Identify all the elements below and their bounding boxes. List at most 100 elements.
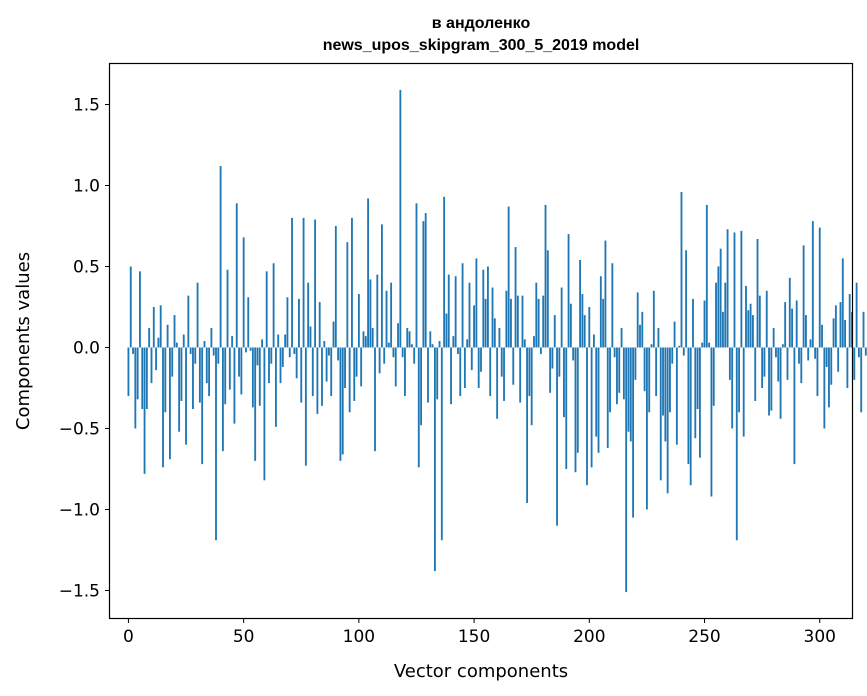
bar [830, 347, 833, 385]
bar [777, 347, 780, 382]
bar [505, 290, 508, 348]
bar [443, 196, 446, 348]
bar [784, 302, 787, 348]
bar [655, 347, 658, 397]
bar [613, 347, 616, 358]
bar [192, 347, 194, 410]
bar [332, 321, 335, 348]
bar [157, 337, 160, 348]
bar [839, 302, 842, 348]
bar [413, 347, 416, 364]
bar [539, 347, 542, 354]
bar [360, 347, 363, 387]
bar [666, 347, 669, 494]
bar [588, 306, 591, 348]
x-tick-label: 50 [233, 627, 255, 647]
bar [565, 347, 568, 469]
bar [712, 347, 715, 406]
bar [272, 263, 275, 348]
bar [618, 347, 621, 393]
bar [475, 258, 478, 348]
bar [387, 342, 390, 348]
bar [687, 347, 690, 465]
bar [542, 295, 545, 348]
bar [463, 347, 466, 388]
bar [468, 282, 471, 348]
bar [247, 297, 250, 348]
bar [834, 305, 837, 348]
bar [238, 347, 240, 377]
bar [717, 266, 720, 348]
bar [763, 347, 766, 377]
bar [533, 336, 535, 348]
bars-group [127, 89, 867, 593]
bar [132, 347, 134, 354]
bar [682, 347, 685, 356]
bar [383, 347, 386, 364]
bar [581, 294, 584, 348]
bar [261, 339, 264, 348]
bar [470, 347, 473, 371]
bar [758, 295, 761, 348]
bar [417, 347, 420, 468]
bar [235, 203, 238, 348]
bar [616, 347, 618, 405]
bar [334, 225, 337, 348]
y-tick-label: 1.0 [73, 176, 100, 196]
bar [316, 347, 319, 414]
bar [728, 347, 731, 380]
bar [268, 347, 270, 384]
bar [569, 303, 572, 348]
bar [215, 347, 217, 541]
bar [583, 315, 586, 348]
bar [489, 347, 492, 397]
bar [498, 328, 501, 348]
bar [595, 347, 598, 437]
bar [422, 221, 425, 348]
bar [302, 217, 305, 348]
bar [433, 347, 436, 572]
bar [761, 347, 764, 388]
bar [401, 347, 404, 358]
bar [731, 347, 734, 429]
bar [519, 347, 522, 403]
bar [855, 282, 858, 348]
bar [277, 334, 280, 348]
bar [857, 347, 860, 358]
bar [348, 347, 351, 413]
bar [625, 347, 628, 593]
bar [134, 347, 137, 429]
bar [270, 347, 273, 364]
bar [258, 347, 261, 406]
bar [265, 271, 268, 348]
bar [823, 347, 826, 429]
bar [724, 282, 727, 348]
bar [473, 305, 476, 348]
bar [281, 347, 284, 367]
bar [226, 269, 229, 348]
bar [793, 347, 796, 465]
bar [516, 295, 519, 348]
bar [355, 347, 358, 377]
bar [185, 347, 187, 445]
bar [286, 297, 289, 348]
bar [622, 347, 625, 400]
bar [597, 347, 600, 453]
bar [175, 342, 178, 348]
bar [779, 347, 782, 419]
bar [274, 347, 277, 427]
bar [807, 347, 810, 361]
bar [745, 285, 747, 348]
bar [224, 347, 227, 405]
bar [203, 341, 206, 348]
bar [228, 347, 231, 390]
bar [431, 344, 434, 348]
bar [546, 250, 549, 348]
bar [781, 344, 784, 348]
bar [341, 347, 344, 455]
bar [768, 347, 770, 416]
bar [514, 247, 517, 348]
bar [240, 347, 243, 395]
bar [311, 347, 314, 397]
